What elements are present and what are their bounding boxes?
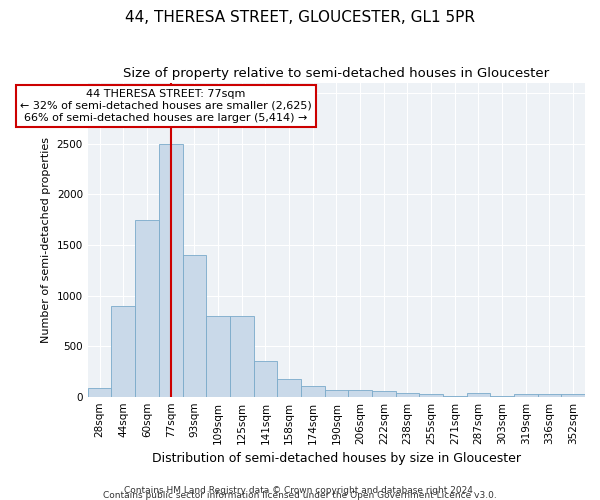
Bar: [562, 394, 585, 396]
Text: 44, THERESA STREET, GLOUCESTER, GL1 5PR: 44, THERESA STREET, GLOUCESTER, GL1 5PR: [125, 10, 475, 25]
Bar: [467, 393, 490, 396]
Bar: [372, 391, 395, 396]
Y-axis label: Number of semi-detached properties: Number of semi-detached properties: [41, 137, 51, 343]
Bar: [112, 306, 135, 396]
Bar: [277, 380, 301, 396]
Bar: [348, 390, 372, 396]
Bar: [88, 388, 112, 396]
Bar: [159, 144, 182, 397]
X-axis label: Distribution of semi-detached houses by size in Gloucester: Distribution of semi-detached houses by …: [152, 452, 521, 465]
Bar: [538, 394, 562, 396]
Text: Contains public sector information licensed under the Open Government Licence v3: Contains public sector information licen…: [103, 491, 497, 500]
Bar: [182, 255, 206, 396]
Bar: [514, 394, 538, 396]
Bar: [206, 316, 230, 396]
Bar: [325, 390, 348, 396]
Bar: [230, 316, 254, 396]
Bar: [254, 362, 277, 396]
Bar: [135, 220, 159, 396]
Text: 44 THERESA STREET: 77sqm
← 32% of semi-detached houses are smaller (2,625)
66% o: 44 THERESA STREET: 77sqm ← 32% of semi-d…: [20, 90, 312, 122]
Title: Size of property relative to semi-detached houses in Gloucester: Size of property relative to semi-detach…: [124, 68, 550, 80]
Bar: [301, 386, 325, 396]
Text: Contains HM Land Registry data © Crown copyright and database right 2024.: Contains HM Land Registry data © Crown c…: [124, 486, 476, 495]
Bar: [419, 394, 443, 396]
Bar: [395, 392, 419, 396]
